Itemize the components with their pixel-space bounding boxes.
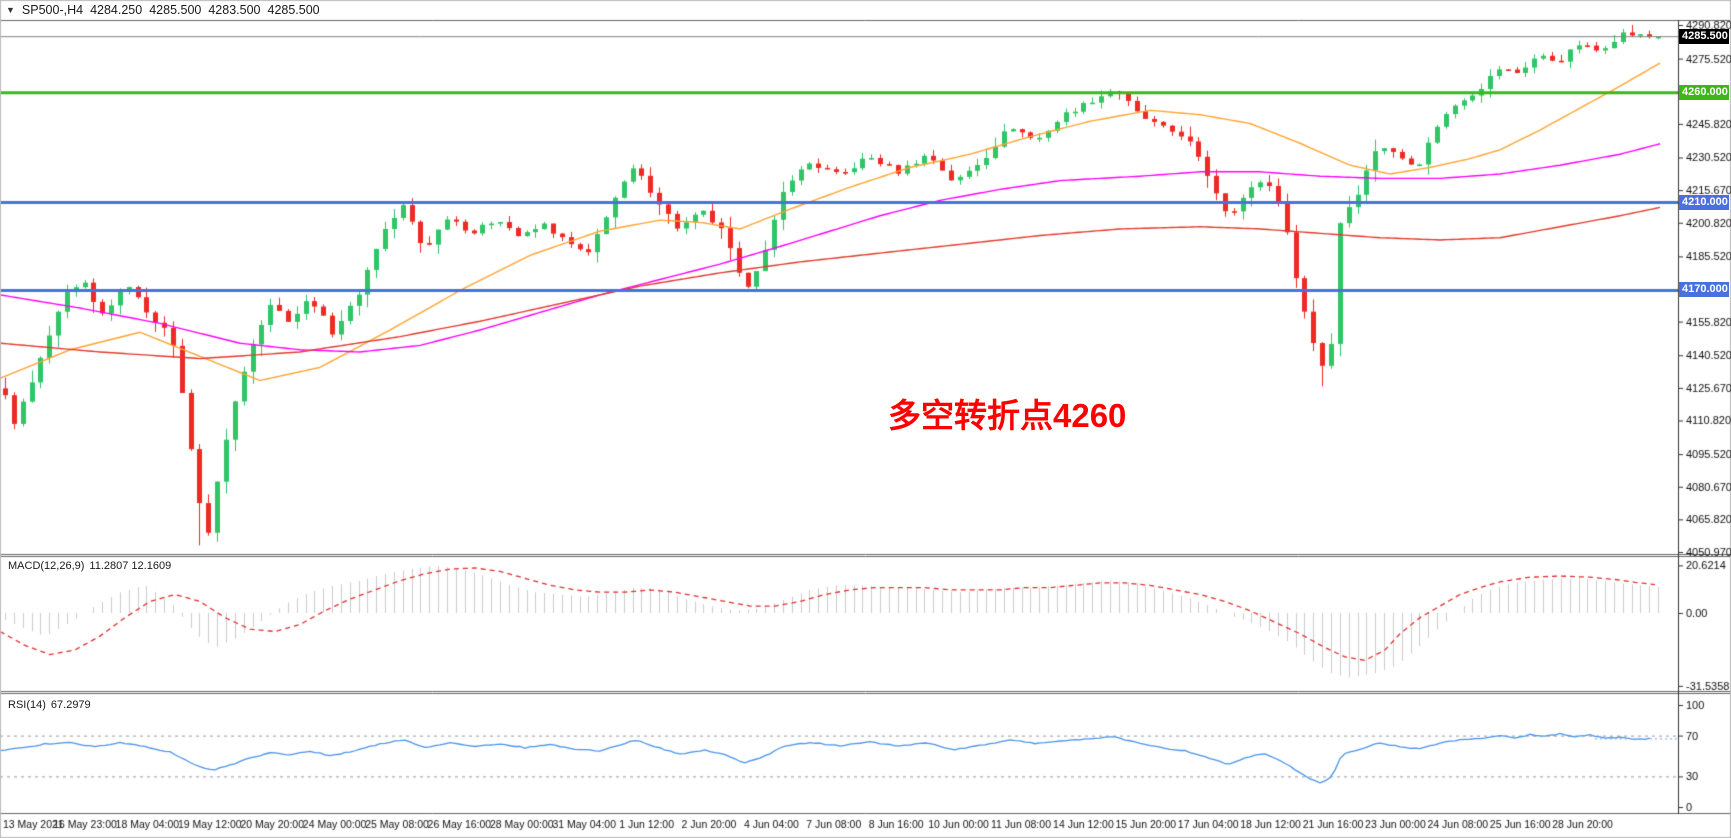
macd-indicator-label: MACD(12,26,9) 11.2807 12.1609 <box>8 560 176 572</box>
pivot-annotation-text: 多空转折点4260 <box>888 397 1127 434</box>
price-tag-4210.000: 4210.000 <box>1679 194 1729 210</box>
macd-values: 11.2807 12.1609 <box>89 560 172 572</box>
rsi-indicator-label: RSI(14) 67.2979 <box>8 699 96 711</box>
symbol-label: SP500-,H4 <box>21 3 84 17</box>
ohlc-close: 4285.500 <box>267 3 320 17</box>
ohlc-high: 4285.500 <box>149 3 202 17</box>
chart-title: ▼ SP500-,H4 4284.250 4285.500 4283.500 4285.5… <box>6 3 327 17</box>
symbol-dropdown-icon[interactable]: ▼ <box>6 5 15 15</box>
price-tag-4170.000: 4170.000 <box>1679 282 1729 298</box>
rsi-value: 67.2979 <box>50 699 91 711</box>
ohlc-open: 4284.250 <box>90 3 143 17</box>
price-tag-4260.000: 4260.000 <box>1679 84 1729 100</box>
ohlc-low: 4283.500 <box>208 3 261 17</box>
price-tag-4285.500: 4285.500 <box>1679 28 1729 44</box>
rsi-name: RSI(14) <box>8 699 46 711</box>
macd-name: MACD(12,26,9) <box>8 560 85 572</box>
